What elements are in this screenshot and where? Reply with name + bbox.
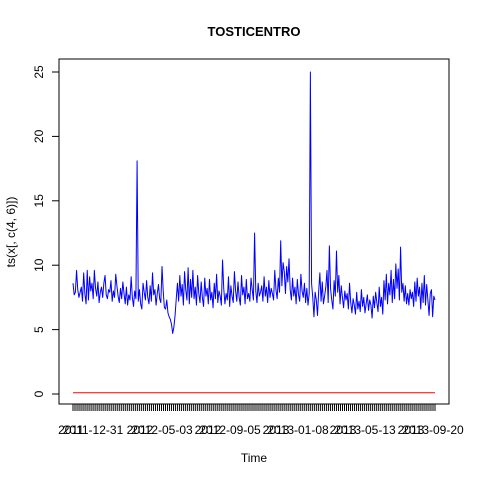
x-tick-label: 2013-05-13	[334, 423, 396, 437]
x-tick-label: 2012-05-03	[131, 423, 193, 437]
series-layer	[72, 71, 436, 394]
y-axis-label: ts(x[, c(4, 6)])	[4, 197, 18, 268]
y-tick-label: 5	[32, 326, 46, 333]
y-tick-label: 25	[32, 65, 46, 79]
y-tick-label: 10	[32, 258, 46, 272]
y-tick-label: 15	[32, 194, 46, 208]
x-tick-label: 2012-09-05	[199, 423, 261, 437]
x-tick-label-overlap: 2013	[263, 423, 290, 437]
x-axis: 2011-12-31 2012-05-03 2012-09-05 2013-01-08…	[58, 403, 464, 437]
x-axis-label: Time	[241, 451, 268, 465]
x-tick-label: 2013-09-20	[402, 423, 464, 437]
x-tick-label-overlap: 2013	[330, 423, 357, 437]
x-tick-label-overlap: 2011	[58, 423, 84, 437]
y-axis: 0 5 10 15 20 25	[32, 65, 60, 397]
x-tick-label-overlap: 2013	[398, 423, 425, 437]
y-tick-label: 20	[32, 129, 46, 143]
x-tick-label-overlap: 2012	[127, 423, 154, 437]
x-tick-label-overlap: 2012	[195, 423, 222, 437]
x-tick-label: 2013-01-08	[267, 423, 329, 437]
x-tick-label: 2011-12-31	[63, 423, 124, 437]
series-line-0	[72, 71, 436, 334]
chart-title: TOSTICENTRO	[208, 24, 301, 39]
y-tick-label: 0	[32, 390, 46, 397]
